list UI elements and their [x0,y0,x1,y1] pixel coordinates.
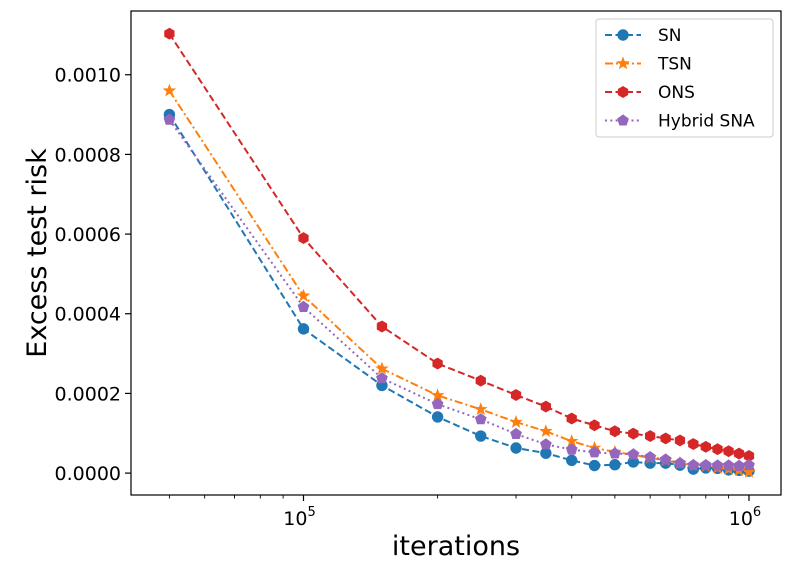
y-tick-label: 0.0006 [55,224,121,246]
data-point-ons [688,438,699,450]
data-point-hybrid-sna [297,300,310,312]
data-point-ons [475,374,486,387]
data-point-ons [609,425,621,438]
legend-label-ons: ONS [658,83,695,103]
y-axis-ticks: 0.0000 0.0002 0.0004 0.0006 0.0008 0.0010 [55,65,131,485]
series-line-sn [168,114,750,473]
data-point-tsn [539,424,553,437]
data-point-ons [298,232,309,245]
series-hybrid-sna [163,113,755,471]
x-tick-exponent: 5 [307,505,315,520]
data-point-ons [510,389,522,401]
legend-marker-hybrid-sna [617,114,629,126]
data-point-ons [660,432,671,445]
data-point-ons [589,419,600,432]
legend-label-sn: SN [658,26,682,46]
y-tick-label: 0.0008 [55,144,121,166]
data-point-ons [164,27,175,40]
y-tick-label: 0.0002 [55,383,121,405]
data-point-hybrid-sna [743,458,755,471]
data-point-hybrid-sna [659,453,672,465]
data-point-ons [628,427,639,440]
data-point-hybrid-sna [474,413,487,425]
data-point-hybrid-sna [711,459,724,471]
data-point-ons [432,357,443,370]
y-axis-title: Excess test risk [22,148,53,358]
data-point-hybrid-sna [674,456,686,469]
legend: SN TSN ONS Hybrid SNA [595,18,774,138]
data-point-tsn [296,288,311,302]
data-point-tsn [375,361,389,375]
data-point-tsn [509,415,523,428]
data-point-tsn [742,464,756,478]
x-axis-ticks: 105 106 [168,495,761,530]
legend-item-sn: SN [605,26,682,46]
data-point-hybrid-sna [609,447,621,459]
axes-border [130,10,782,496]
data-point-sn [588,459,601,472]
data-point-hybrid-sna [431,398,444,410]
data-point-ons [644,430,656,442]
data-point-ons [712,443,723,456]
legend-item-ons: ONS [605,83,695,103]
legend-item-tsn: TSN [605,55,692,75]
data-point-hybrid-sna [539,438,552,450]
legend-marker-tsn [616,56,630,70]
data-point-hybrid-sna [588,446,601,458]
data-point-ons [376,320,388,333]
legend-marker-ons [617,86,629,98]
data-point-ons [723,445,734,458]
data-point-hybrid-sna [510,427,522,440]
data-point-hybrid-sna [687,458,700,471]
legend-box [595,18,774,138]
data-point-ons [733,447,745,460]
legend-marker-sn [617,29,629,41]
data-point-ons [700,440,711,453]
data-point-hybrid-sna [565,443,578,455]
data-point-sn [297,323,310,335]
x-axis-title: iterations [392,531,520,562]
data-point-hybrid-sna [722,459,735,471]
y-tick-label: 0.0000 [55,463,121,485]
data-point-sn [510,442,522,454]
data-point-hybrid-sna [627,448,640,460]
data-point-sn [609,459,621,471]
series-line-ons [168,33,750,457]
data-point-hybrid-sna [699,458,712,471]
data-point-ons [540,400,552,413]
legend-label-hybrid-sna: Hybrid SNA [658,112,755,132]
data-point-hybrid-sna [644,450,657,463]
data-point-sn [475,430,487,442]
x-tick-exponent: 6 [753,505,761,520]
data-point-hybrid-sna [163,113,176,125]
data-point-sn [431,411,444,423]
series-line-tsn [168,90,750,473]
y-tick-label: 0.0010 [55,65,121,87]
axes-frame [130,10,782,496]
data-point-sn [540,447,552,459]
data-point-tsn [162,83,177,97]
plot-area [162,27,756,478]
data-point-sn [566,454,578,467]
data-point-ons [674,434,686,447]
legend-label-tsn: TSN [657,55,692,75]
x-tick-label: 106 [729,505,761,530]
legend-item-hybrid-sna: Hybrid SNA [605,112,755,132]
data-point-tsn [474,402,488,416]
data-point-ons [566,412,577,425]
series-ons [164,27,755,462]
y-tick-label: 0.0004 [55,304,121,326]
data-point-hybrid-sna [376,372,388,384]
